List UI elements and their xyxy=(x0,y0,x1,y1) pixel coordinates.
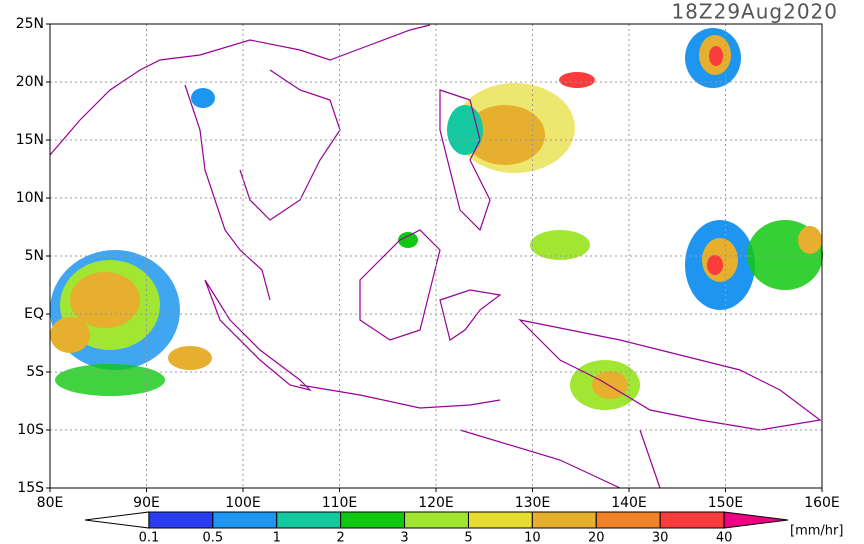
colorbar-swatch xyxy=(276,511,342,529)
lon-label: 130E xyxy=(515,495,551,511)
lat-label: 15S xyxy=(17,480,44,496)
colorbar-end xyxy=(723,511,789,529)
lat-label: 5S xyxy=(26,364,44,380)
colorbar-label: 10 xyxy=(524,531,541,544)
lat-label: 25N xyxy=(16,16,44,32)
lon-label: 140E xyxy=(611,495,647,511)
colorbar-label: 0.1 xyxy=(139,531,160,544)
map-title: 18Z29Aug2020 xyxy=(671,0,838,24)
lon-label: 160E xyxy=(804,495,840,511)
map-frame xyxy=(49,23,823,489)
lat-label: 5N xyxy=(25,248,44,264)
lat-label: 10N xyxy=(16,190,44,206)
lon-label: 150E xyxy=(708,495,744,511)
colorbar: 0.1 0.5 1 2 3 5 10 20 30 40 xyxy=(84,511,789,544)
colorbar-label: 30 xyxy=(652,531,669,544)
colorbar-label: 3 xyxy=(400,531,408,544)
lon-label: 120E xyxy=(418,495,454,511)
colorbar-label: 2 xyxy=(336,531,344,544)
colorbar-swatch xyxy=(148,511,214,529)
colorbar-label: 0.5 xyxy=(202,531,223,544)
lon-label: 110E xyxy=(322,495,358,511)
graticule xyxy=(46,23,823,492)
colorbar-swatch xyxy=(467,511,533,529)
colorbar-label: 1 xyxy=(273,531,281,544)
lon-label: 80E xyxy=(37,495,64,511)
colorbar-label: 20 xyxy=(588,531,605,544)
colorbar-swatch xyxy=(659,511,725,529)
colorbar-swatch xyxy=(404,511,469,529)
colorbar-swatch xyxy=(340,511,406,529)
colorbar-swatch xyxy=(595,511,661,529)
lon-label: 90E xyxy=(133,495,160,511)
lon-label: 100E xyxy=(225,495,261,511)
lat-label: 20N xyxy=(16,74,44,90)
coastlines xyxy=(49,24,822,489)
colorbar-swatch xyxy=(531,511,597,529)
lat-label: EQ xyxy=(24,306,44,322)
precipitation xyxy=(50,28,823,410)
colorbar-end xyxy=(84,511,150,529)
colorbar-label: 40 xyxy=(716,531,733,544)
colorbar-unit: [mm/hr] xyxy=(790,524,843,539)
lat-label: 15N xyxy=(16,132,44,148)
colorbar-swatch xyxy=(212,511,278,529)
lat-label: 10S xyxy=(17,422,44,438)
colorbar-label: 5 xyxy=(464,531,472,544)
